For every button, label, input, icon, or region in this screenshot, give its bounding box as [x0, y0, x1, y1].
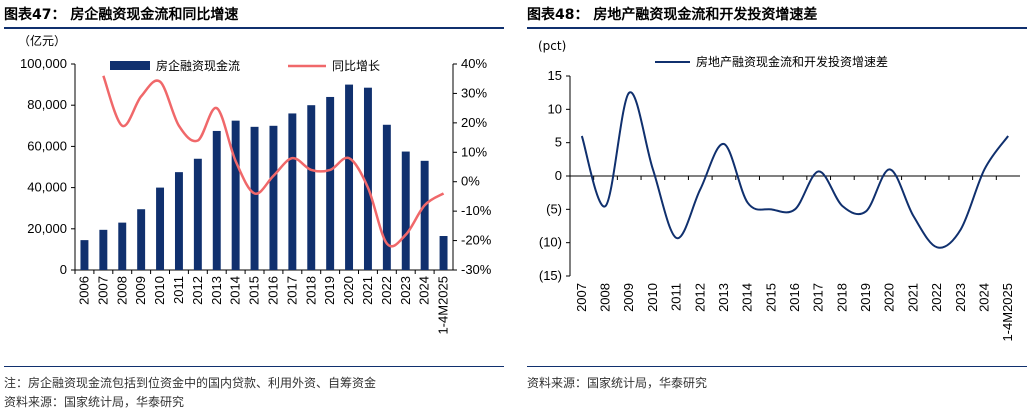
right-x-tick-label: 2022 — [929, 283, 944, 312]
left-x-tick-label: 2014 — [228, 276, 243, 305]
right-x-tick-label: 2011 — [669, 283, 684, 311]
right-x-tick-label: 2014 — [740, 283, 755, 312]
left-source: 资料来源：国家统计局，华泰研究 — [4, 395, 185, 409]
left-bar — [118, 222, 127, 270]
left-x-tick-label: 2024 — [417, 276, 432, 305]
left-y-tick-label: 40,000 — [27, 180, 67, 195]
left-x-tick-label: 2006 — [76, 276, 91, 305]
left-bar — [99, 229, 108, 270]
left-x-tick-label: 2018 — [303, 276, 318, 305]
right-x-tick-label: 2013 — [716, 283, 731, 312]
right-y-tick-label: 15 — [548, 68, 562, 83]
left-y2-tick-label: 20% — [461, 115, 487, 130]
left-x-tick-label: 2012 — [190, 276, 205, 305]
right-x-tick-label: 2020 — [882, 283, 897, 312]
left-y2-tick-label: -10% — [461, 203, 492, 218]
right-y-tick-label: (5) — [546, 201, 562, 216]
left-y2-tick-label: -30% — [461, 262, 492, 277]
left-bar — [212, 130, 221, 270]
right-footer-rule — [527, 366, 1027, 367]
left-bar — [156, 187, 165, 270]
left-legend-line-label: 同比增长 — [332, 59, 380, 73]
left-footer-rule — [4, 366, 504, 367]
left-y-tick-label: 60,000 — [27, 138, 67, 153]
right-x-tick-label: 2023 — [953, 283, 968, 312]
right-x-tick-label: 2010 — [645, 283, 660, 312]
right-x-tick-label: 2017 — [811, 283, 826, 312]
right-x-tick-label: 2015 — [763, 283, 778, 312]
left-x-tick-label: 2009 — [133, 276, 148, 305]
left-bar — [80, 240, 89, 270]
right-x-tick-label: 1-4M2025 — [1000, 283, 1015, 342]
left-y2-tick-label: -20% — [461, 233, 492, 248]
left-bar — [439, 236, 448, 270]
left-growth-line — [102, 75, 445, 248]
left-bar — [193, 158, 202, 270]
left-bar — [345, 84, 354, 270]
left-x-tick-label: 2022 — [379, 276, 394, 305]
left-y2-tick-label: 40% — [461, 56, 487, 71]
right-x-tick-label: 2007 — [574, 283, 589, 312]
left-x-tick-label: 2011 — [171, 276, 186, 304]
right-x-tick-label: 2024 — [976, 283, 991, 312]
right-x-tick-label: 2018 — [834, 283, 849, 312]
right-y-unit: (pct) — [538, 39, 566, 53]
right-title-rule — [527, 27, 1027, 29]
left-x-tick-label: 2016 — [265, 276, 280, 305]
left-bar — [137, 209, 146, 270]
left-bar — [363, 87, 372, 270]
right-spread-line — [580, 91, 1009, 249]
left-x-tick-label: 2017 — [284, 276, 299, 305]
left-y-tick-label: 100,000 — [20, 56, 67, 71]
left-x-tick-label: 2020 — [341, 276, 356, 305]
left-bar — [401, 151, 410, 270]
right-x-tick-label: 2012 — [692, 283, 707, 312]
left-legend-bar-label: 房企融资现金流 — [156, 58, 240, 73]
left-y-unit: （亿元） — [18, 33, 66, 48]
left-x-tick-label: 2015 — [247, 276, 262, 305]
left-bar — [288, 113, 297, 270]
left-y-tick-label: 20,000 — [27, 221, 67, 236]
right-y-tick-label: (10) — [539, 235, 562, 250]
left-x-tick-label: 2007 — [95, 276, 110, 305]
right-y-tick-label: (15) — [539, 268, 562, 283]
left-x-tick-label: 2023 — [398, 276, 413, 305]
left-bar — [307, 105, 316, 270]
left-bar — [382, 124, 391, 271]
left-footnote: 注：房企融资现金流包括到位资金中的国内贷款、利用外资、自筹资金 — [4, 376, 377, 390]
left-x-tick-label: 2010 — [152, 276, 167, 305]
left-x-tick-label: 2013 — [209, 276, 224, 305]
left-x-tick-label: 2019 — [322, 276, 337, 305]
left-y2-tick-label: 30% — [461, 85, 487, 100]
left-bar — [250, 126, 259, 270]
right-x-tick-label: 2019 — [858, 283, 873, 312]
left-bar — [269, 125, 278, 270]
left-y2-tick-label: 10% — [461, 144, 487, 159]
left-bar — [174, 172, 183, 270]
left-legend-bar-swatch — [110, 61, 150, 70]
right-x-tick-label: 2009 — [621, 283, 636, 312]
right-y-tick-label: 5 — [555, 135, 562, 150]
left-chart-title: 图表47： 房企融资现金流和同比增速 — [4, 7, 239, 23]
right-source: 资料来源：国家统计局，华泰研究 — [527, 376, 708, 390]
right-x-tick-label: 2021 — [905, 283, 920, 312]
right-chart-title: 图表48： 房地产融资现金流和开发投资增速差 — [527, 7, 818, 23]
left-y-tick-label: 80,000 — [27, 97, 67, 112]
right-y-tick-label: 0 — [555, 168, 562, 183]
left-x-tick-label: 1-4M2025 — [436, 276, 451, 335]
left-x-tick-label: 2008 — [114, 276, 129, 305]
left-x-tick-label: 2021 — [360, 276, 375, 305]
right-legend-label: 房地产融资现金流和开发投资增速差 — [696, 54, 888, 69]
right-x-tick-label: 2016 — [787, 283, 802, 312]
left-y-tick-label: 0 — [60, 262, 67, 277]
left-bar — [231, 120, 240, 271]
left-title-rule — [4, 27, 504, 29]
left-bar — [420, 160, 429, 270]
left-bar — [326, 96, 335, 271]
right-x-tick-label: 2008 — [598, 283, 613, 312]
left-y2-tick-label: 0% — [461, 174, 480, 189]
right-y-tick-label: 10 — [548, 101, 562, 116]
